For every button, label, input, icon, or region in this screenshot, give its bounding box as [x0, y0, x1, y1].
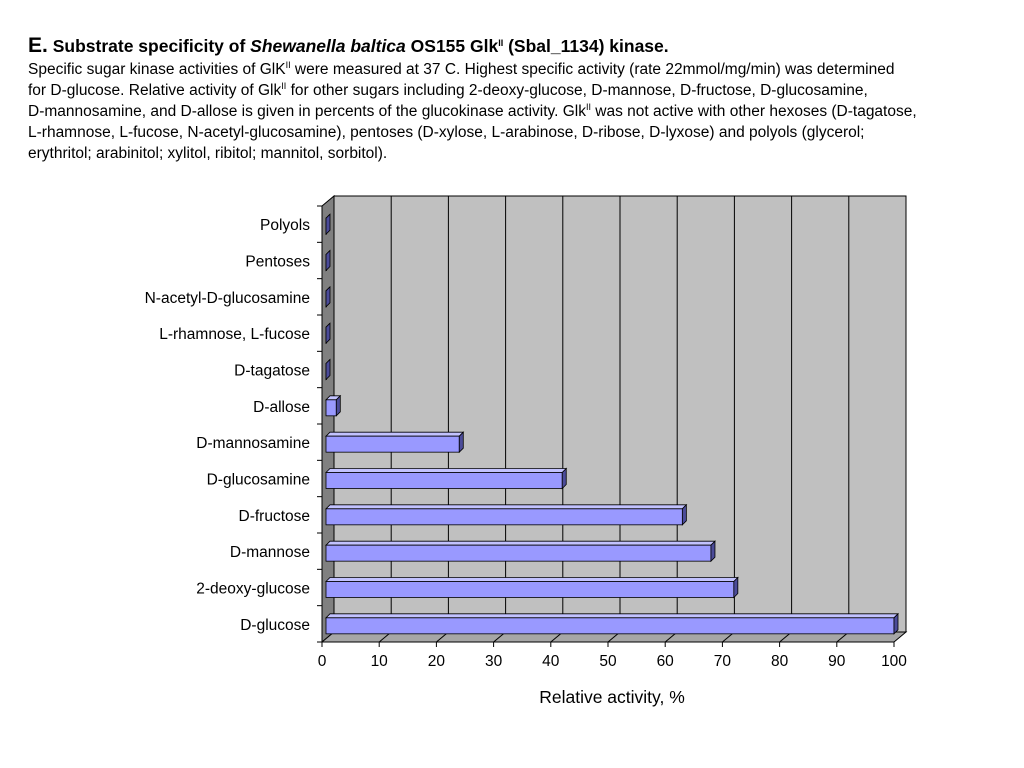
bar-top	[325, 613, 899, 619]
bar	[325, 617, 895, 635]
bar-side	[335, 394, 341, 417]
y-axis-labels: D-glucose 2-deoxy-glucose D-mannose D-fruct…	[145, 205, 322, 643]
desc-line-1-text-b: were measured at 37 C. Highest specific …	[290, 61, 895, 78]
bar	[325, 435, 460, 453]
bar-side	[325, 358, 331, 381]
title-sup: II	[498, 38, 504, 48]
x-tick-label: 0	[318, 653, 327, 670]
desc-line-3-text-a: D-mannosamine, and D-allose is given in …	[28, 103, 586, 120]
x-tick-label: 10	[371, 653, 389, 670]
desc-line-2-sup: II	[281, 81, 287, 91]
bar	[325, 472, 563, 489]
desc-line-3: D-mannosamine, and D-allose is given in …	[28, 101, 1013, 122]
x-tick-label: 80	[771, 653, 789, 670]
x-axis-ticks: 0 10 20 30 40 50 60 70 80 90 100	[318, 642, 907, 670]
bar-top	[325, 431, 465, 437]
bar	[325, 399, 337, 417]
title-post: (Sbal_1134) kinase.	[508, 36, 669, 56]
x-tick-label: 90	[828, 653, 846, 670]
bar	[325, 508, 683, 526]
desc-line-2: for D-glucose. Relative activity of GlkI…	[28, 80, 1013, 101]
y-tick-label: D-tagatose	[234, 363, 310, 380]
bar-side	[893, 612, 899, 635]
bar-side	[710, 540, 716, 563]
title-pre: Substrate specificity of	[52, 36, 246, 56]
bar-side	[325, 249, 331, 272]
y-tick-label: D-glucose	[240, 617, 310, 634]
x-tick-label: 60	[657, 653, 675, 670]
bar-side	[733, 576, 739, 599]
bar-side	[681, 503, 687, 526]
desc-line-1: Specific sugar kinase activities of GlKI…	[28, 59, 1013, 80]
desc-line-3-text-b: was not active with other hexoses (D-tag…	[591, 103, 917, 120]
bar-side	[325, 285, 331, 308]
bar-top	[325, 540, 716, 546]
bar	[325, 544, 712, 562]
bar-side	[458, 431, 464, 454]
y-tick-label: L-rhamnose, L-fucose	[159, 326, 310, 343]
bar-top	[325, 577, 739, 582]
title-species: Shewanella baltica	[250, 36, 406, 56]
panel-letter: E.	[28, 34, 48, 57]
desc-line-2-text-a: for D-glucose. Relative activity of Glk	[28, 82, 282, 99]
y-tick-label: N-acetyl-D-glucosamine	[145, 290, 310, 307]
title-mid: OS155 Glk	[410, 36, 499, 56]
y-tick-label: D-mannose	[230, 544, 310, 561]
x-tick-label: 70	[714, 653, 732, 670]
y-tick-label: D-glucosamine	[207, 472, 310, 489]
y-tick-label: D-mannosamine	[196, 435, 310, 452]
x-tick-label: 20	[428, 653, 446, 670]
bar-side	[561, 467, 567, 490]
bar-side	[325, 213, 331, 236]
x-tick-label: 100	[881, 653, 907, 670]
desc-line-2-text-b: for other sugars including 2-deoxy-gluco…	[286, 82, 868, 99]
caption: E. Substrate specificity of Shewanella b…	[28, 34, 1013, 164]
bars	[325, 213, 899, 635]
y-tick-label: D-allose	[253, 399, 310, 416]
y-tick-label: Polyols	[260, 217, 310, 234]
x-axis-title: Relative activity, %	[539, 687, 685, 707]
x-tick-label: 30	[485, 653, 503, 670]
x-tick-label: 50	[599, 653, 617, 670]
bar-top	[325, 504, 688, 510]
desc-line-4: L-rhamnose, L-fucose, N-acetyl-glucosami…	[28, 124, 865, 141]
bar	[325, 581, 735, 598]
y-tick-label: 2-deoxy-glucose	[196, 581, 310, 598]
caption-description: Specific sugar kinase activities of GlKI…	[28, 59, 1013, 164]
bar-top	[325, 468, 568, 473]
y-tick-label: Pentoses	[245, 254, 310, 271]
desc-line-3-sup: II	[585, 102, 591, 112]
y-tick-label: D-fructose	[239, 508, 311, 525]
caption-title: E. Substrate specificity of Shewanella b…	[28, 34, 1013, 58]
desc-line-5: erythritol; arabinitol; xylitol, ribitol…	[28, 145, 388, 162]
plot-area: 0 10 20 30 40 50 60 70 80 90 100	[318, 194, 908, 670]
x-tick-label: 40	[542, 653, 560, 670]
desc-line-1-text-a: Specific sugar kinase activities of GlK	[28, 61, 286, 78]
bar-side	[325, 322, 331, 345]
desc-line-1-sup: II	[285, 60, 291, 70]
